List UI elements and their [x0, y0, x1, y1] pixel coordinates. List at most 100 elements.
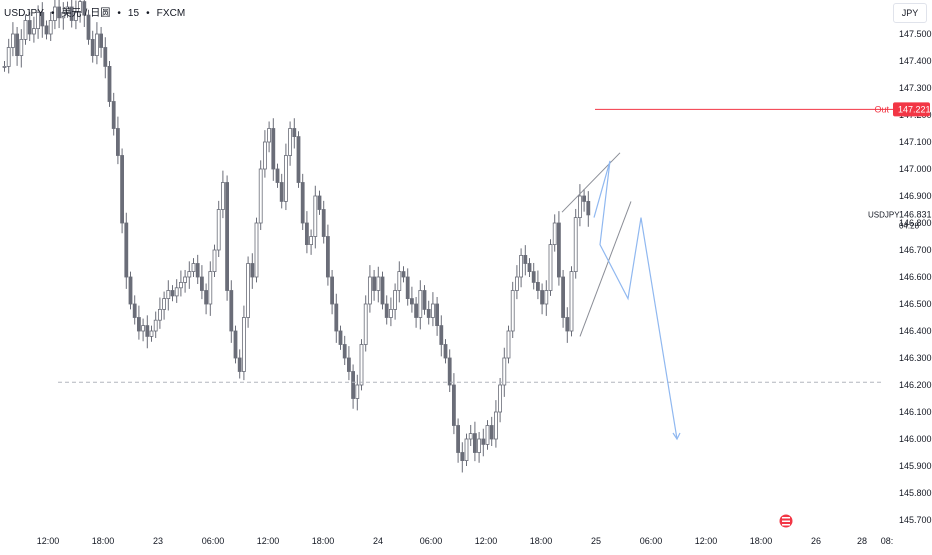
candle-body — [116, 128, 120, 156]
candle — [116, 116, 120, 165]
candle-body — [456, 425, 461, 453]
candle — [10, 22, 15, 57]
candle — [540, 283, 544, 315]
candle-body — [241, 317, 246, 372]
price-tick-label: 146.100 — [899, 407, 932, 417]
candle-body — [61, 11, 66, 19]
candle-body — [262, 141, 267, 170]
candle-body — [74, 11, 78, 21]
candle-body — [128, 276, 133, 305]
candle-body — [359, 344, 364, 386]
candle — [166, 280, 171, 311]
time-tick-label: 28 — [857, 536, 867, 546]
candle-body — [409, 298, 414, 305]
price-tick-label: 146.000 — [899, 434, 932, 444]
candle-body — [120, 155, 124, 224]
price-tick-label: 147.300 — [899, 83, 932, 93]
candle-body — [351, 371, 356, 399]
candle — [162, 291, 167, 320]
candle-body — [418, 290, 423, 318]
candle-body — [103, 47, 108, 67]
time-tick-label: 18:00 — [92, 536, 115, 546]
candle-body — [384, 303, 389, 318]
candle — [578, 184, 582, 227]
candle-body — [69, 6, 74, 21]
candle — [288, 121, 293, 166]
candle-body — [40, 11, 45, 27]
projection-path[interactable] — [593, 160, 678, 440]
out-label: Out — [874, 104, 889, 114]
candle — [128, 271, 133, 310]
candle — [317, 190, 322, 215]
flag-stripe — [782, 524, 790, 526]
last-price-symbol: USDJPY — [868, 211, 900, 220]
time-tick-label: 24 — [373, 536, 383, 546]
time-tick-label: 08: — [881, 536, 894, 546]
candle — [145, 315, 150, 349]
candle — [502, 347, 507, 397]
candle-body — [149, 330, 154, 337]
candle-body — [187, 271, 192, 278]
candle-body — [338, 330, 343, 345]
candle-body — [195, 263, 200, 278]
candle-body — [346, 357, 351, 372]
candle-body — [225, 182, 230, 291]
candle — [78, 0, 82, 23]
candle — [309, 229, 314, 255]
candle-body — [426, 308, 431, 318]
candle — [372, 269, 377, 301]
candle-body — [57, 6, 61, 19]
candle — [229, 280, 234, 343]
candle-body — [191, 263, 196, 273]
candle — [19, 29, 24, 68]
candle-body — [531, 271, 536, 283]
currency-button[interactable]: JPY — [893, 3, 927, 23]
candle-body — [153, 319, 158, 332]
candle — [325, 224, 330, 286]
candle-body — [548, 244, 553, 291]
price-axis[interactable]: 147.500147.400147.300147.200147.100147.0… — [868, 29, 932, 525]
candle-body — [447, 357, 452, 386]
drawings-layer[interactable]: Out — [58, 104, 894, 441]
candle — [456, 418, 461, 463]
interval-label[interactable]: 15 — [127, 8, 140, 19]
candle-body — [325, 236, 330, 278]
candle-body — [481, 438, 486, 445]
candle-body — [6, 47, 11, 67]
candle-body — [405, 276, 410, 300]
candle — [481, 428, 486, 457]
price-tick-label: 145.700 — [899, 515, 932, 525]
symbol-ticker[interactable]: USDJPY — [4, 8, 45, 19]
candle-body — [10, 33, 15, 48]
candle — [519, 248, 523, 288]
candle-body — [330, 276, 335, 305]
candle — [103, 37, 108, 79]
candle — [477, 431, 482, 463]
candle-body — [246, 263, 251, 318]
symbol-header[interactable]: USDJPY • 美元 / 日圆 • 15 • FXCM — [4, 4, 189, 19]
wedge-lower-line[interactable] — [579, 201, 632, 337]
candle-body — [304, 222, 309, 246]
candle-body — [86, 14, 91, 40]
candle-body — [250, 263, 255, 278]
candle — [23, 15, 28, 45]
candle-body — [317, 195, 322, 210]
candle — [422, 285, 427, 315]
time-tick-label: 06:00 — [202, 536, 225, 546]
time-axis[interactable]: 12:00 18:00 23 06:00 12:00 18:00 24 06:00 12:00 1… — [37, 514, 894, 547]
candle — [430, 292, 435, 327]
economic-calendar-flag-icon[interactable] — [779, 514, 793, 528]
out-price-badge[interactable]: 147.221 — [893, 102, 931, 117]
time-tick-label: 06:00 — [420, 536, 443, 546]
candle-body — [468, 433, 473, 440]
candle-body — [401, 271, 406, 278]
data-source-label: FXCM — [156, 8, 186, 19]
candle — [254, 217, 259, 283]
candle-body — [271, 128, 276, 170]
wedge-upper-line[interactable] — [561, 152, 621, 213]
candle — [283, 143, 288, 211]
price-tick-label: 146.500 — [899, 299, 932, 309]
candle-body — [472, 433, 477, 453]
